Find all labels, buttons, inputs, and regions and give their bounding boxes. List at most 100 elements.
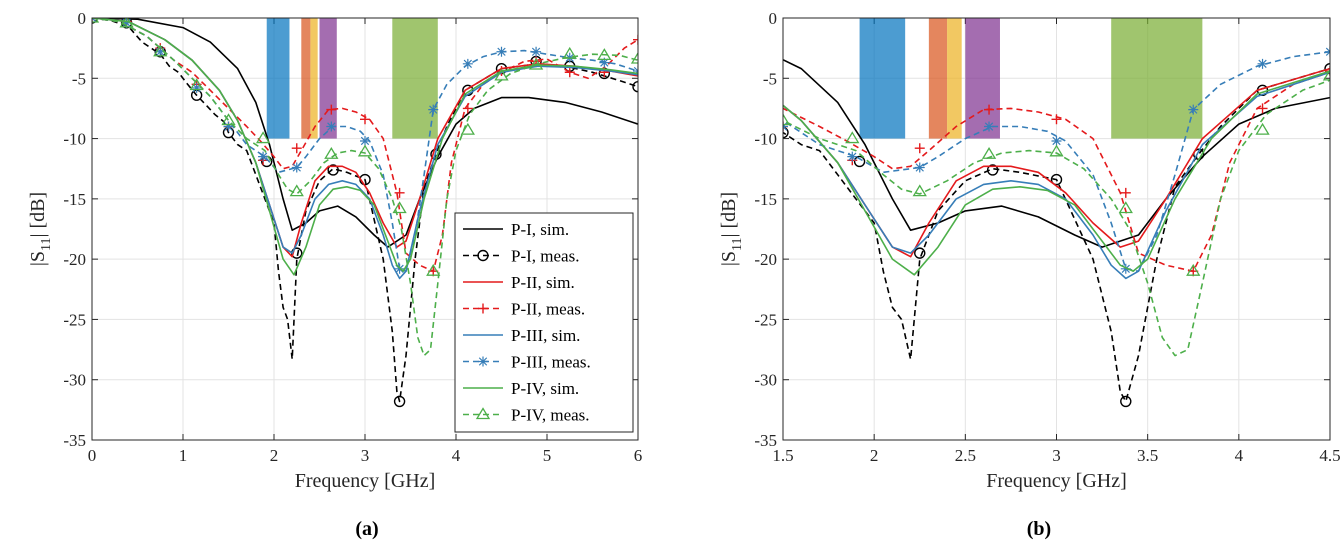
series-marker-3 (564, 67, 575, 78)
y-axis-label-main: |S (27, 251, 49, 266)
frequency-band-1 (928, 18, 948, 139)
y-axis-label-sub: 11 (730, 238, 745, 251)
y-tick-label: -35 (754, 431, 777, 450)
series-marker-7 (324, 146, 339, 159)
y-tick-label: -25 (754, 310, 777, 329)
y-tick-label: -5 (763, 69, 777, 88)
series-marker-7 (119, 18, 134, 28)
series-marker-5 (121, 18, 132, 28)
y-axis-label-sub: 11 (39, 238, 54, 251)
series-line-2 (783, 67, 1330, 258)
legend-label-6: P-IV, sim. (511, 379, 579, 398)
frequency-band-3 (319, 18, 337, 139)
series-marker-5 (191, 82, 202, 93)
x-axis-label: Frequency [GHz] (295, 470, 436, 492)
frequency-band-1 (301, 18, 311, 139)
legend-marker-5 (478, 356, 488, 367)
series-marker-1 (327, 164, 339, 176)
x-tick-label: 2 (870, 446, 879, 465)
series-marker-3 (1051, 114, 1062, 125)
series-marker-1 (632, 81, 638, 93)
y-tick-label: 0 (78, 9, 87, 28)
x-tick-label: 4 (452, 446, 461, 465)
series-marker-7 (912, 184, 927, 197)
y-tick-label: -20 (754, 250, 777, 269)
series-marker-5 (291, 162, 302, 173)
y-tick-label: -10 (63, 130, 86, 149)
series-marker-5 (847, 151, 858, 162)
x-tick-label: 3 (1052, 446, 1061, 465)
series-line-3 (783, 71, 1330, 273)
y-tick-label: -25 (63, 310, 86, 329)
series-line-3 (92, 18, 638, 273)
series-marker-7 (289, 184, 304, 197)
series-marker-3 (360, 114, 370, 125)
y-tick-label: -35 (63, 431, 86, 450)
series-line-0 (783, 58, 1330, 248)
y-tick-label: -15 (754, 190, 777, 209)
series-marker-7 (1186, 263, 1201, 276)
plot-content (783, 18, 1330, 408)
series-marker-5 (531, 46, 542, 57)
legend-label-7: P-IV, meas. (511, 406, 590, 425)
series-marker-1 (853, 155, 866, 168)
series-marker-7 (189, 78, 204, 91)
axes-frame (782, 17, 1331, 441)
caption-b: (b) (1027, 518, 1051, 540)
panel-a: 0 1 2 3 4 5 6 0 -5 -10 -15 -20 -25 -30 -35 Frequency [G… (27, 9, 642, 492)
series-marker-1 (1120, 395, 1132, 408)
series-line-4 (783, 71, 1330, 280)
x-tick-label: 4.5 (1319, 446, 1340, 465)
x-tick-label: 5 (543, 446, 552, 465)
series-marker-7 (1322, 68, 1330, 81)
x-tick-label: 0 (88, 446, 97, 465)
series-marker-5 (223, 121, 234, 132)
series-marker-3 (1325, 66, 1330, 77)
series-marker-7 (460, 122, 475, 135)
series-marker-7 (630, 51, 638, 64)
series-marker-7 (426, 263, 441, 276)
x-axis-label: Frequency [GHz] (986, 470, 1127, 492)
frequency-band-2 (947, 18, 962, 139)
series-marker-5 (360, 135, 370, 146)
x-tick-label: 2.5 (955, 446, 976, 465)
series-line-0 (92, 18, 638, 248)
series-marker-1 (393, 395, 406, 408)
x-tick-label: 1 (179, 446, 188, 465)
y-tick-label: -30 (754, 371, 777, 390)
y-axis-label-end: | [dB] (718, 192, 740, 238)
y-tick-label: -5 (72, 69, 86, 88)
series-marker-5 (1257, 58, 1268, 69)
x-tick-label: 2 (270, 446, 279, 465)
legend-marker-1 (477, 249, 489, 262)
series-line-7 (783, 79, 1330, 357)
series-marker-7 (1255, 122, 1270, 135)
legend-label-0: P-I, sim. (511, 220, 569, 239)
series-marker-7 (221, 113, 236, 126)
series-marker-3 (1257, 103, 1268, 114)
series-marker-7 (981, 146, 997, 159)
panel-b: 1.5 2 2.5 3 3.5 4 4.5 0 -5 -10 -15 -20 -25 -30 -35 Freq… (718, 9, 1341, 492)
legend-label-1: P-I, meas. (511, 247, 579, 266)
legend-box (454, 212, 634, 433)
y-axis-label: |S11| [dB] (27, 192, 54, 266)
series-marker-5 (599, 57, 610, 68)
series-line-7 (92, 18, 638, 357)
series-marker-7 (597, 48, 612, 61)
series-marker-5 (1120, 263, 1131, 274)
legend-marker-3 (478, 303, 488, 314)
series-marker-7 (255, 131, 271, 144)
x-tick-label: 3 (361, 446, 370, 465)
series-marker-7 (528, 57, 544, 70)
caption-a: (a) (355, 518, 378, 540)
series-marker-3 (291, 143, 302, 154)
frequency-band-2 (310, 18, 318, 139)
frequency-band-0 (266, 18, 290, 139)
series-marker-7 (153, 44, 168, 57)
series-marker-3 (394, 187, 405, 198)
series-marker-5 (914, 162, 925, 173)
y-tick-label: -10 (754, 130, 777, 149)
frequency-band-4 (392, 18, 438, 139)
series-marker-1 (914, 247, 926, 259)
series-marker-5 (1188, 104, 1199, 115)
